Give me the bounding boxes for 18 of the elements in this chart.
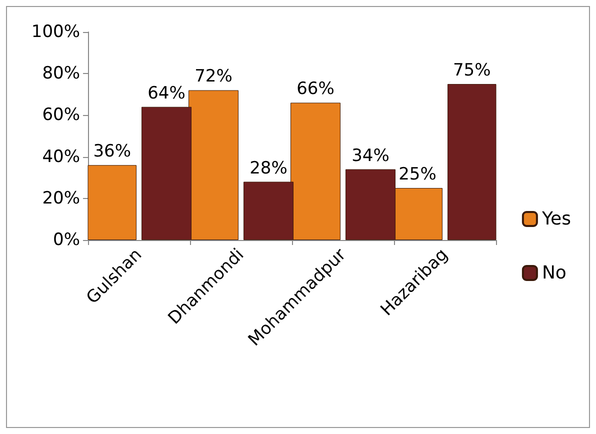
data-label: 64% <box>148 83 186 104</box>
y-tick-label: 40% <box>42 146 80 167</box>
y-tick-label: 60% <box>42 105 80 126</box>
data-label: 28% <box>250 158 288 178</box>
data-label: 66% <box>296 79 334 100</box>
y-tick-label: 20% <box>42 188 80 208</box>
bar <box>448 84 496 240</box>
y-tick-label: 100% <box>31 22 80 42</box>
legend-label: Yes <box>540 208 572 230</box>
bar <box>88 165 136 240</box>
data-label: 34% <box>352 146 390 166</box>
y-tick-label: 80% <box>42 64 80 84</box>
data-label: 75% <box>452 60 491 80</box>
data-label: 25% <box>398 164 436 184</box>
y-tick-label: 0% <box>53 230 80 250</box>
data-label: 36% <box>93 142 132 162</box>
data-label: 72% <box>194 66 232 87</box>
legend-label: No <box>542 262 566 284</box>
